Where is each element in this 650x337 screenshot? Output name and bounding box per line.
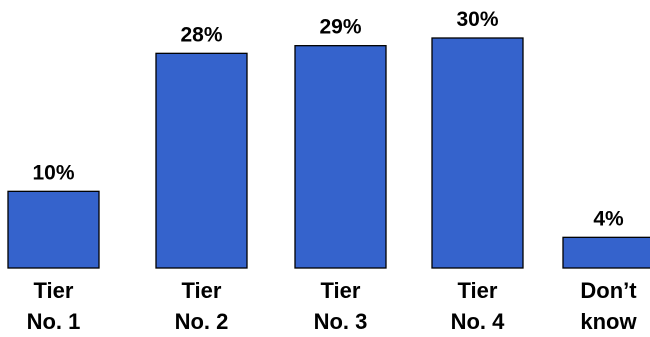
- category-label-5: Don’t know: [580, 278, 637, 334]
- value-label-3: 29%: [319, 16, 361, 39]
- category-label-2-line-1: Tier: [182, 278, 222, 303]
- category-label-3: Tier No. 3: [314, 278, 368, 334]
- value-label-4: 30%: [456, 8, 498, 31]
- value-label-2: 28%: [180, 23, 222, 46]
- category-label-5-line-1: Don’t: [580, 278, 637, 303]
- category-label-2-line-2: No. 2: [175, 309, 229, 334]
- bar-5: [562, 236, 650, 269]
- category-label-1-line-1: Tier: [34, 278, 74, 303]
- category-label-4-line-2: No. 4: [451, 309, 506, 334]
- bar-2: [155, 52, 248, 269]
- category-label-5-line-2: know: [580, 309, 637, 334]
- category-label-1-line-2: No. 1: [27, 309, 81, 334]
- value-label-1: 10%: [32, 161, 74, 184]
- bar-4: [431, 37, 524, 269]
- category-label-4: Tier No. 4: [451, 278, 506, 334]
- category-label-2: Tier No. 2: [175, 278, 229, 334]
- value-labels-group: 10% 28% 29% 30% 4%: [32, 8, 624, 230]
- value-label-5: 4%: [593, 207, 624, 230]
- bar-1: [7, 190, 100, 269]
- category-label-4-line-1: Tier: [458, 278, 498, 303]
- category-label-3-line-2: No. 3: [314, 309, 368, 334]
- bar-3: [294, 45, 387, 269]
- category-labels-group: Tier No. 1 Tier No. 2 Tier No. 3 Tier No. 4 Don’…: [27, 278, 638, 334]
- category-label-3-line-1: Tier: [321, 278, 361, 303]
- bars-group: [7, 37, 650, 269]
- category-label-1: Tier No. 1: [27, 278, 81, 334]
